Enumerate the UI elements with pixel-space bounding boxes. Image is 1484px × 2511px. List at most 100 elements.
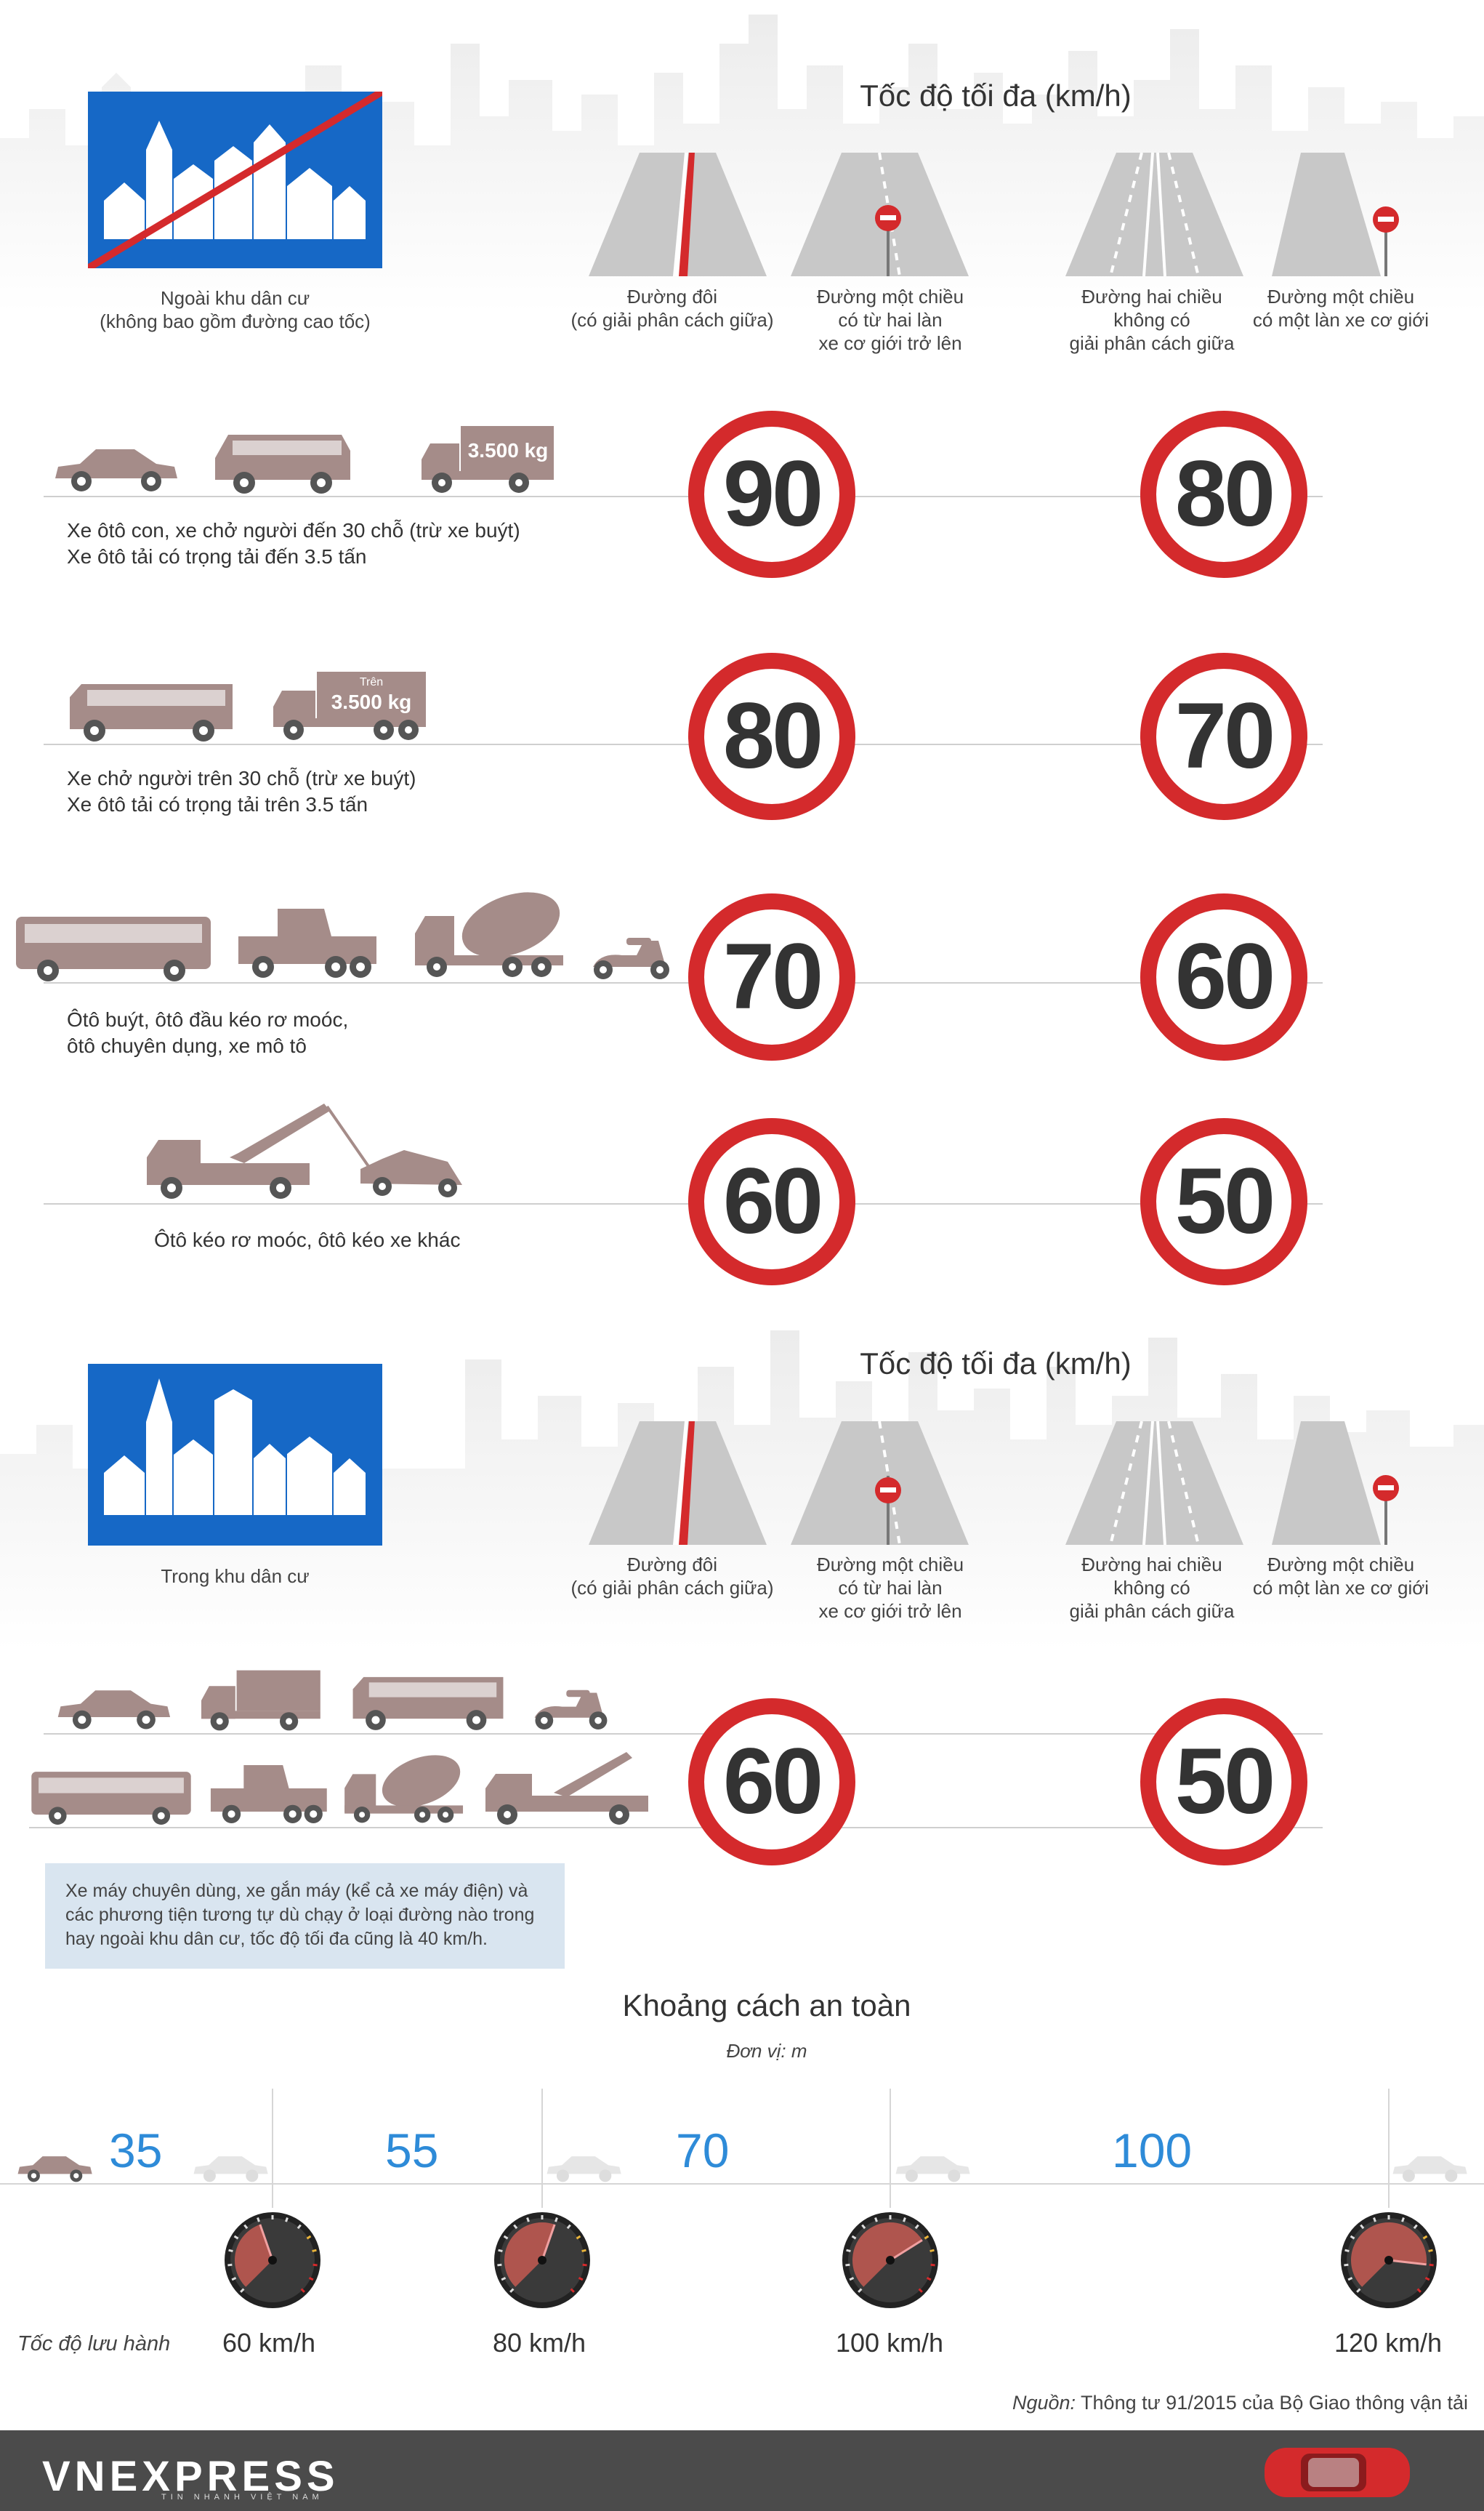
one-way-multi-lane-road-icon — [791, 153, 969, 276]
distance-value: 70 — [676, 2124, 730, 2177]
cement-mixer-icon — [415, 892, 563, 977]
row-caption-line: Xe chở người trên 30 chỗ (trừ xe buýt) — [67, 767, 416, 790]
row-divider — [44, 744, 1323, 745]
minibus-icon — [70, 684, 233, 742]
distance-value: 35 — [109, 2124, 163, 2177]
speedometer-gauge — [840, 2210, 940, 2310]
road-label-one-way-multi: Đường một chiều có từ hai làn xe cơ giới… — [778, 1553, 1003, 1623]
box-truck-icon — [201, 1670, 320, 1731]
row-caption-line: Ôtô kéo rơ moóc, ôtô kéo xe khác — [154, 1229, 461, 1251]
row-caption-line: ôtô chuyên dụng, xe mô tô — [67, 1034, 307, 1057]
following-car-icon — [895, 2156, 970, 2182]
minibus-icon — [352, 1676, 504, 1730]
road-label-line: có một làn xe cơ giới — [1252, 309, 1429, 331]
light-truck-icon — [422, 426, 554, 493]
speed-limit-sign: 60 — [1140, 893, 1308, 1061]
row-divider — [29, 1827, 1323, 1828]
speed-value: 60 km/h — [222, 2328, 316, 2358]
road-label-one-way-single: Đường một chiều có một làn xe cơ giới — [1228, 1553, 1453, 1599]
distance-marker — [1388, 2089, 1390, 2208]
distance-baseline — [0, 2183, 1484, 2185]
road-label-line: xe cơ giới trở lên — [818, 332, 962, 354]
speed-limit-sign: 80 — [687, 652, 856, 821]
road-label-line: Đường hai chiều — [1081, 1554, 1222, 1575]
cement-mixer-icon — [344, 1755, 464, 1823]
speed-limit-sign: 70 — [1140, 652, 1308, 821]
speed-limit-value: 50 — [1174, 1149, 1275, 1253]
row-caption-line: Xe ôtô tải có trọng tải trên 3.5 tấn — [67, 793, 368, 816]
red-car-icon — [1265, 2448, 1410, 2497]
speed-limit-value: 80 — [1174, 442, 1275, 546]
distance-marker — [541, 2089, 543, 2208]
road-label-line: Đường hai chiều — [1081, 286, 1222, 308]
road-label-line: có từ hai làn — [838, 309, 943, 331]
road-label-line: Đường một chiều — [1267, 286, 1415, 308]
truck-weight-label: 3.500 kg — [467, 439, 549, 462]
distance-value: 100 — [1112, 2124, 1193, 2177]
row1-caption: Xe ôtô con, xe chở người đến 30 chỗ (trừ… — [67, 518, 576, 570]
footer-bar: VNEXPRESS TIN NHANH VIỆT NAM — [0, 2430, 1484, 2511]
road-label-line: Đường một chiều — [816, 1554, 964, 1575]
speed-limit-value: 60 — [722, 1149, 823, 1253]
truck-weight-label: 3.500 kg — [331, 691, 412, 713]
road-label-line: (có giải phân cách giữa) — [570, 309, 774, 331]
row-divider — [44, 1203, 1323, 1205]
road-label-line: không có — [1113, 309, 1190, 331]
moped-speed-note: Xe máy chuyên dùng, xe gắn máy (kể cả xe… — [45, 1863, 565, 1969]
speed-limit-sign: 50 — [1140, 1698, 1308, 1866]
following-car-icon — [193, 2156, 268, 2182]
speed-value: 100 km/h — [836, 2328, 944, 2358]
speed-limit-sign: 70 — [687, 893, 856, 1061]
unit-label: Đơn vị: m — [726, 2040, 807, 2062]
speed-value: 80 km/h — [493, 2328, 586, 2358]
speed-limit-sign: 80 — [1140, 410, 1308, 579]
tow-truck-icon — [485, 1752, 648, 1825]
speed-limit-value: 50 — [1174, 1729, 1275, 1833]
road-label-line: Đường một chiều — [816, 286, 964, 308]
two-way-road-icon — [1065, 153, 1243, 276]
road-label-line: Đường một chiều — [1267, 1554, 1415, 1575]
logo-tagline: TIN NHANH VIỆT NAM — [161, 2493, 323, 2502]
road-label-line: xe cơ giới trở lên — [818, 1600, 962, 1622]
scooter-icon — [593, 938, 669, 979]
row-caption-line: Xe ôtô con, xe chở người đến 30 chỗ (trừ… — [67, 519, 520, 542]
road-label-line: (có giải phân cách giữa) — [570, 1577, 774, 1599]
source-line: Nguồn: Thông tư 91/2015 của Bộ Giao thôn… — [1012, 2392, 1468, 2414]
speed-limit-value: 90 — [722, 442, 823, 546]
road-label-line: giải phân cách giữa — [1069, 332, 1235, 354]
road-label-line: không có — [1113, 1577, 1190, 1599]
road-label-two-way: Đường hai chiều không có giải phân cách … — [1039, 1553, 1265, 1623]
following-car-icon — [547, 2156, 621, 2182]
one-way-single-lane-road-icon — [1272, 1421, 1399, 1545]
road-label-line: giải phân cách giữa — [1069, 1600, 1235, 1622]
source-label: Nguồn: — [1012, 2392, 1076, 2414]
speed-row-label: Tốc độ lưu hành — [17, 2332, 171, 2355]
divided-road-icon — [589, 153, 767, 276]
outside-area-title: Ngoài khu dân cư — [160, 287, 310, 309]
road-label-line: có một làn xe cơ giới — [1252, 1577, 1429, 1599]
one-way-single-lane-road-icon — [1272, 153, 1399, 276]
row-divider — [44, 1733, 1323, 1735]
road-label-line: Đường đôi — [626, 1554, 718, 1575]
sedan-icon — [57, 1690, 171, 1729]
speed-limit-sign: 50 — [1140, 1117, 1308, 1286]
inside-area-label: Trong khu dân cư — [161, 1565, 310, 1587]
road-label-divided: Đường đôi (có giải phân cách giữa) — [560, 1553, 785, 1599]
van-icon — [215, 435, 350, 494]
max-speed-title: Tốc độ tối đa (km/h) — [860, 1346, 1132, 1381]
max-speed-title: Tốc độ tối đa (km/h) — [860, 79, 1132, 113]
logo-text: VNEXPRESS — [42, 2453, 339, 2500]
row-divider — [44, 982, 1323, 984]
scooter-icon — [534, 1690, 608, 1729]
speedometer-gauge — [222, 2210, 323, 2310]
two-way-road-icon — [1065, 1421, 1243, 1545]
vnexpress-logo[interactable]: VNEXPRESS — [42, 2452, 339, 2501]
sedan-icon — [55, 449, 177, 491]
row-caption-line: Ôtô buýt, ôtô đầu kéo rơ moóc, — [67, 1008, 349, 1031]
one-way-multi-lane-road-icon — [791, 1421, 969, 1545]
bus-icon — [16, 917, 211, 981]
road-label-line: Đường đôi — [626, 286, 718, 308]
outside-residential-area-sign — [88, 92, 382, 268]
road-label-two-way: Đường hai chiều không có giải phân cách … — [1039, 285, 1265, 355]
divided-road-icon — [589, 1421, 767, 1545]
